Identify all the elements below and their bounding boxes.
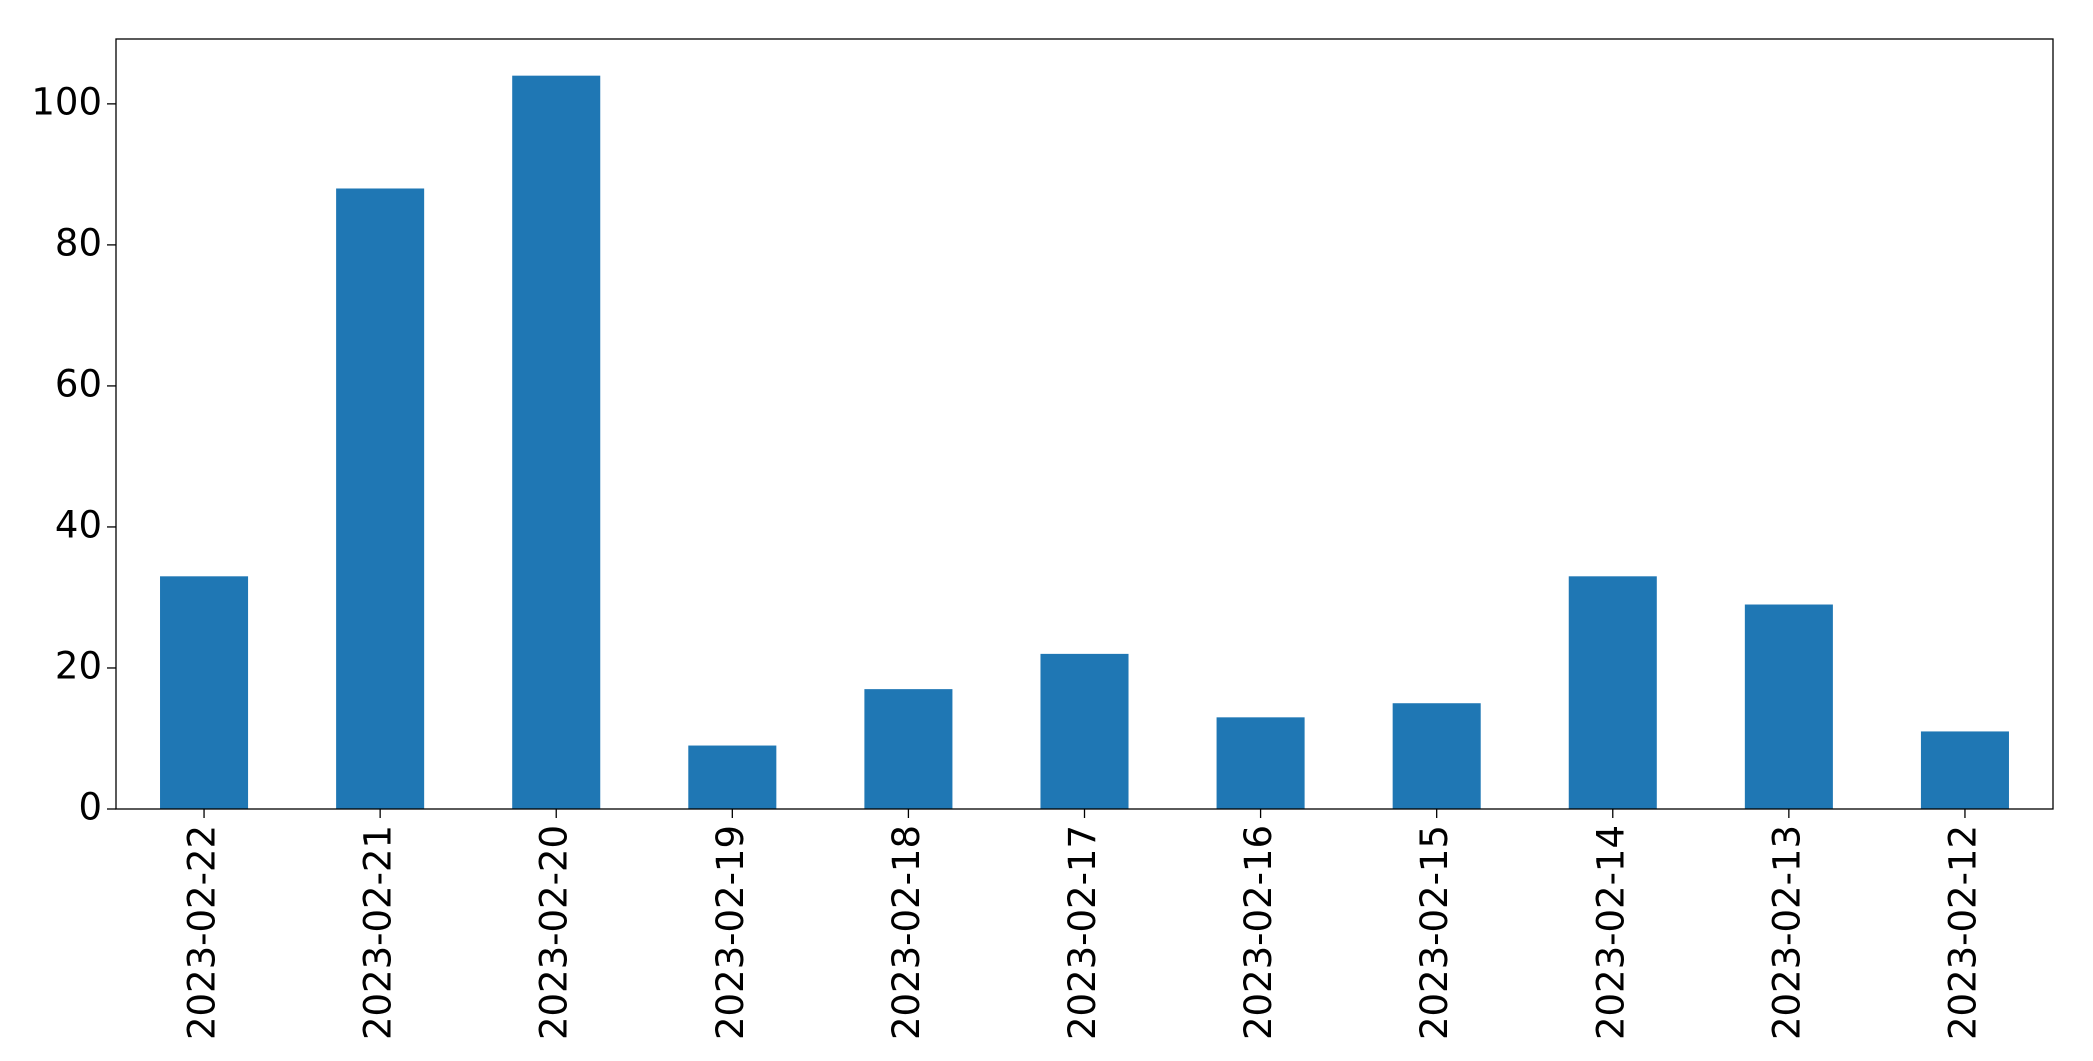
x-tick-label: 2023-02-14 [1589, 825, 1632, 1040]
bar [1040, 653, 1129, 809]
bar [864, 689, 953, 809]
x-tick-label: 2023-02-15 [1413, 825, 1456, 1040]
bar [1392, 703, 1481, 809]
x-tick-label: 2023-02-18 [885, 825, 928, 1040]
x-tick-label: 2023-02-22 [181, 825, 224, 1040]
x-tick-label: 2023-02-12 [1941, 825, 1984, 1040]
bar [1568, 576, 1657, 809]
bar [1920, 731, 2009, 809]
bar [512, 75, 601, 809]
x-tick-label: 2023-02-21 [357, 825, 400, 1040]
y-tick-label: 80 [55, 221, 102, 264]
bar [688, 745, 777, 809]
x-tick-label: 2023-02-19 [709, 825, 752, 1040]
y-tick-label: 0 [78, 786, 102, 829]
x-tick-label: 2023-02-20 [533, 825, 576, 1040]
bar [1744, 604, 1833, 809]
plot-frame [115, 38, 2054, 810]
y-tick-label: 100 [31, 80, 102, 123]
y-tick-label: 60 [55, 362, 102, 405]
bar [1216, 717, 1305, 809]
x-tick-label: 2023-02-17 [1061, 825, 1104, 1040]
bar [336, 188, 425, 809]
bar [160, 576, 249, 809]
x-tick-label: 2023-02-16 [1237, 825, 1280, 1040]
x-tick-label: 2023-02-13 [1765, 825, 1808, 1040]
y-tick-label: 40 [55, 503, 102, 546]
y-tick-label: 20 [55, 644, 102, 687]
